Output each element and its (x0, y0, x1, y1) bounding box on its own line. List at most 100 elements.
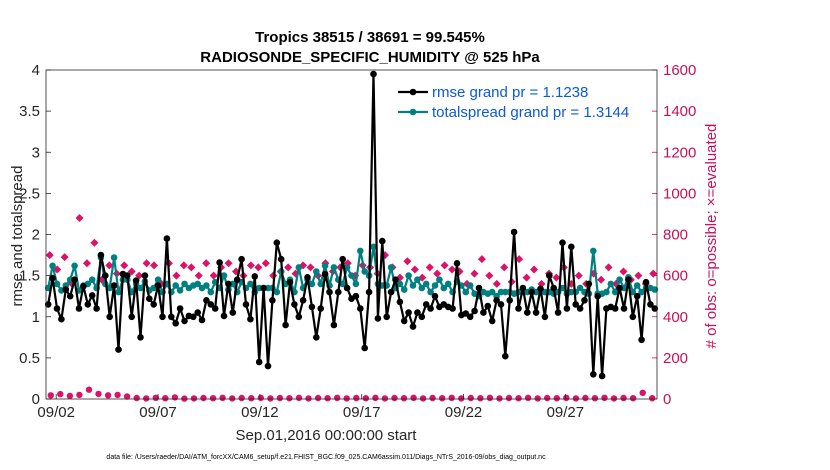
obs-marker-2-54 (563, 394, 570, 401)
data-point-0-88 (431, 292, 439, 300)
data-point-0-129 (611, 305, 619, 312)
obs-marker-2-2 (66, 392, 74, 400)
data-point-0-67 (339, 255, 347, 263)
data-point-0-107 (515, 305, 522, 312)
obs-marker-2-55 (572, 395, 580, 402)
obs-marker-3-4 (75, 214, 84, 223)
data-point-1-2 (53, 280, 61, 288)
series-0 (44, 70, 659, 380)
data-point-1-60 (308, 280, 316, 288)
data-point-0-118 (563, 305, 571, 312)
data-point-0-114 (546, 272, 553, 279)
data-point-1-85 (418, 284, 426, 292)
obs-marker-3-10 (120, 261, 129, 270)
data-point-1-36 (203, 282, 210, 289)
obs-marker-2-62 (639, 389, 646, 396)
data-point-0-50 (264, 362, 272, 370)
plot-border (45, 69, 658, 400)
data-point-0-110 (528, 288, 535, 296)
obs-marker-2-51 (534, 395, 541, 402)
data-point-1-121 (576, 284, 584, 292)
obs-marker-2-16 (200, 394, 207, 402)
obs-marker-2-31 (343, 395, 350, 402)
data-point-1-135 (638, 288, 645, 296)
obs-marker-3-13 (142, 259, 151, 268)
obs-marker-3-14 (150, 261, 159, 270)
obs-marker-2-46 (486, 394, 494, 401)
chart-title: Tropics 38515 / 38691 = 99.545% (255, 29, 485, 46)
y2-tick-label-1: 200 (663, 350, 688, 367)
data-point-0-74 (370, 70, 377, 78)
data-point-0-83 (409, 323, 417, 330)
obs-marker-2-30 (334, 394, 341, 401)
data-point-1-62 (317, 280, 325, 288)
data-point-1-87 (427, 288, 434, 296)
x-axis-label: Sep.01,2016 00:00:00 start (236, 427, 418, 444)
chart-subtitle: RADIOSONDE_SPECIFIC_HUMIDITY @ 525 hPa (200, 49, 540, 66)
obs-marker-3-21 (202, 259, 211, 268)
y-tick-label-2: 1 (32, 309, 40, 326)
obs-marker-3-29 (261, 259, 270, 268)
data-point-1-57 (295, 264, 303, 271)
data-point-0-27 (163, 235, 171, 242)
data-point-0-10 (88, 292, 96, 299)
data-point-1-130 (616, 276, 623, 284)
obs-marker-2-41 (439, 395, 446, 402)
data-point-1-71 (357, 247, 364, 255)
data-point-0-124 (590, 371, 597, 378)
data-point-0-112 (537, 285, 544, 293)
data-point-1-101 (488, 288, 496, 296)
data-point-0-81 (400, 317, 408, 325)
y2-tick-label-2: 400 (663, 309, 688, 326)
data-point-1-124 (590, 247, 597, 255)
data-point-0-121 (576, 305, 584, 312)
obs-marker-2-7 (114, 391, 121, 399)
obs-marker-2-45 (477, 395, 484, 402)
data-point-1-90 (440, 284, 448, 292)
data-point-1-82 (405, 272, 412, 279)
obs-marker-2-59 (610, 395, 618, 402)
data-point-0-43 (233, 276, 241, 284)
obs-marker-3-74 (597, 275, 606, 284)
data-point-1-96 (466, 282, 474, 289)
data-point-0-111 (532, 309, 540, 316)
data-point-1-84 (414, 276, 421, 284)
data-point-0-61 (313, 334, 320, 341)
data-point-1-52 (273, 288, 281, 296)
data-point-0-45 (242, 301, 250, 308)
data-point-0-82 (405, 309, 412, 316)
obs-marker-2-15 (190, 395, 198, 402)
data-point-0-101 (488, 317, 496, 325)
data-point-0-93 (453, 260, 461, 267)
obs-marker-2-48 (505, 394, 513, 402)
data-point-0-24 (150, 301, 157, 308)
obs-marker-3-68 (552, 273, 561, 282)
data-point-0-113 (541, 313, 549, 321)
data-point-1-16 (115, 288, 122, 296)
data-point-0-106 (510, 228, 518, 236)
data-point-0-132 (625, 276, 632, 284)
data-point-0-75 (374, 315, 382, 322)
data-point-0-4 (62, 286, 70, 293)
data-point-1-138 (651, 286, 659, 293)
obs-marker-2-9 (133, 394, 140, 402)
obs-marker-3-27 (246, 261, 255, 270)
x-tick-label-1: 09/07 (139, 404, 177, 421)
data-point-0-51 (269, 297, 276, 304)
data-point-0-54 (282, 321, 289, 329)
data-point-1-89 (436, 276, 443, 284)
data-point-0-31 (181, 317, 188, 325)
obs-marker-3-35 (306, 263, 315, 272)
data-point-0-28 (168, 313, 175, 321)
data-point-1-128 (607, 280, 615, 288)
obs-marker-2-19 (229, 395, 236, 402)
data-point-0-68 (343, 284, 351, 292)
obs-marker-2-47 (496, 395, 503, 402)
obs-marker-2-38 (410, 394, 417, 401)
obs-marker-2-34 (372, 394, 379, 401)
y2-tick-label-8: 1600 (663, 62, 696, 79)
data-point-1-63 (321, 262, 329, 270)
data-point-0-40 (220, 312, 228, 320)
data-point-0-71 (357, 305, 364, 312)
